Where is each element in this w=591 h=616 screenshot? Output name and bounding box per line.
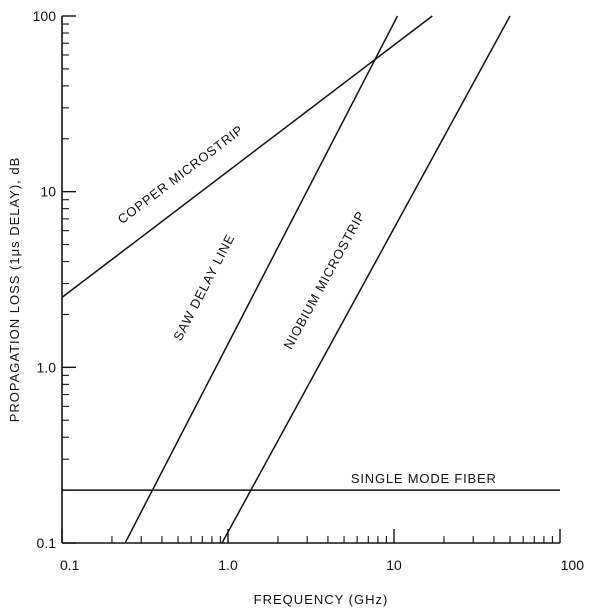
labels-layer: FREQUENCY (GHz) PROPAGATION LOSS (1μs DE…: [7, 122, 497, 607]
series-line-copper-microstrip: [61, 15, 433, 298]
x-tick-label: 0.1: [60, 557, 80, 573]
series-label-saw-delay-line: SAW DELAY LINE: [170, 231, 237, 343]
y-axis-label: PROPAGATION LOSS (1μs DELAY), dB: [7, 157, 22, 423]
y-tick-label: 10: [40, 184, 56, 200]
series-line-niobium-microstrip: [221, 15, 511, 544]
y-tick-label: 1.0: [37, 359, 57, 375]
x-tick-label: 100: [561, 557, 585, 573]
ticks-layer: 0.1 1.0 10 100 0.1 1.0 10 100: [33, 8, 585, 573]
series-line-saw-delay-line: [124, 15, 399, 544]
series-label-copper-microstrip: COPPER MICROSTRIP: [115, 122, 246, 227]
x-tick-label: 1.0: [218, 557, 238, 573]
x-axis-label: FREQUENCY (GHz): [254, 592, 389, 607]
axes-layer: [61, 16, 560, 544]
series-layer: [61, 15, 560, 544]
series-label-single-mode-fiber: SINGLE MODE FIBER: [351, 471, 497, 486]
y-tick-label: 0.1: [37, 535, 57, 551]
series-label-niobium-microstrip: NIOBIUM MICROSTRIP: [281, 208, 369, 351]
y-tick-label: 100: [33, 8, 57, 24]
x-tick-label: 10: [386, 557, 402, 573]
